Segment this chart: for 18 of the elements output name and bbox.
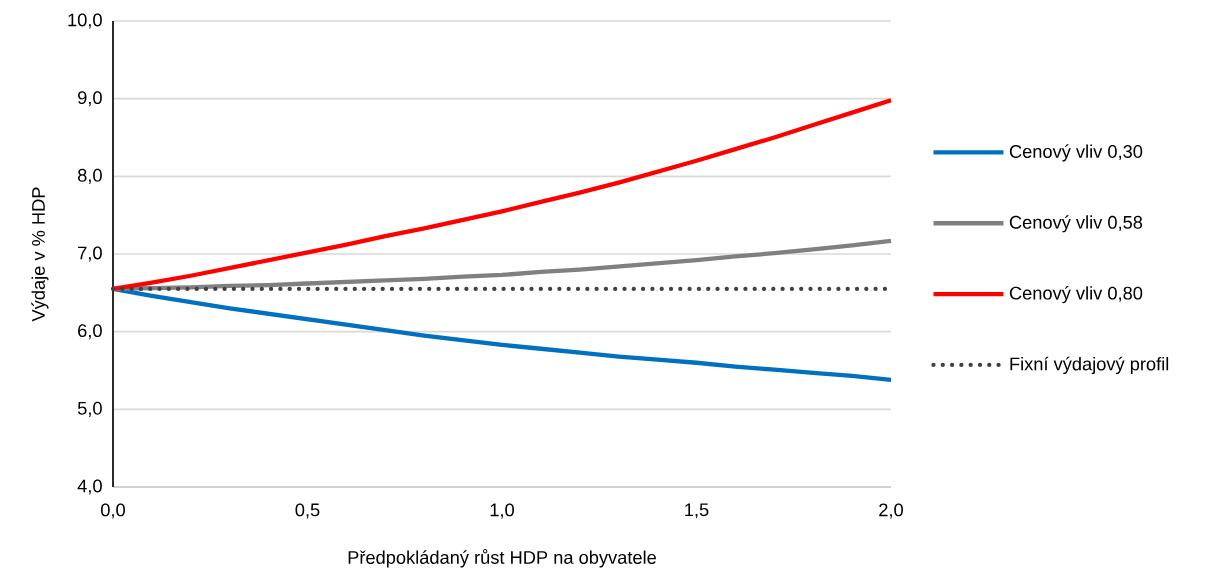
y-tick-label: 9,0 xyxy=(78,91,102,107)
y-tick-label: 6,0 xyxy=(78,324,102,340)
x-tick-label: 0,5 xyxy=(295,503,320,519)
x-tick-label: 1,5 xyxy=(685,503,709,519)
y-tick-label: 4,0 xyxy=(77,479,102,495)
legend-label: Cenový vliv 0,80 xyxy=(1009,285,1143,304)
y-tick-label: 5,0 xyxy=(77,401,102,417)
y-tick-label: 10,0 xyxy=(68,13,102,29)
x-tick-label: 2,0 xyxy=(879,503,903,519)
legend-label: Cenový vliv 0,30 xyxy=(1009,144,1143,162)
y-tick-label: 8,0 xyxy=(77,168,102,184)
x-tick-label: 0,0 xyxy=(101,503,125,519)
x-axis-title: Předpokládaný růst HDP na obyvatele xyxy=(348,549,656,568)
x-tick-label: 1,0 xyxy=(490,503,514,519)
y-tick-label: 7,0 xyxy=(78,246,102,262)
legend-label: Fixní výdajový profil xyxy=(1010,356,1169,375)
y-axis-title: Výdaje v % HDP xyxy=(31,187,49,322)
legend-label: Cenový vliv 0,58 xyxy=(1009,215,1143,233)
